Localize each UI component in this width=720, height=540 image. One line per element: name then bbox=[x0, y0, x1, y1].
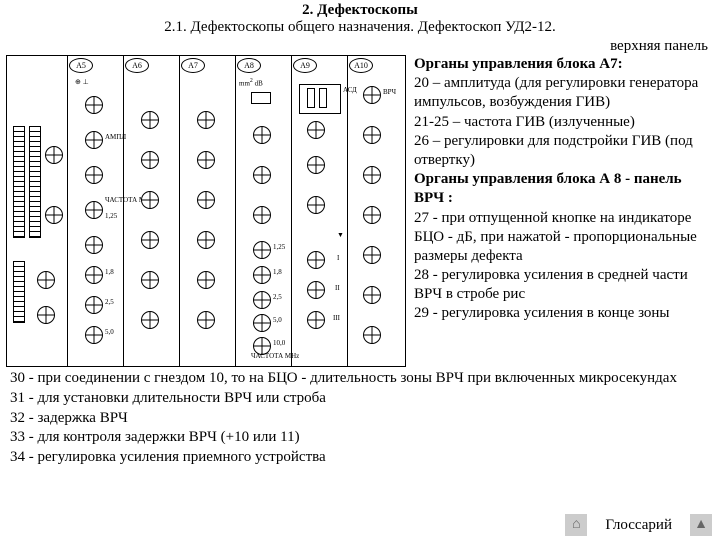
col-a5: А5 bbox=[69, 58, 93, 73]
l31: 31 - для установки длительности ВРЧ или … bbox=[10, 389, 710, 409]
v50b: 5,0 bbox=[273, 316, 282, 324]
side-l3: 26 – регулировки для подстройки ГИВ (под… bbox=[414, 132, 714, 170]
leg-III: III bbox=[333, 314, 340, 322]
ampl-label: АМПЛ bbox=[105, 133, 126, 141]
v25b: 2,5 bbox=[273, 293, 282, 301]
top-panel-label: верхняя панель bbox=[0, 38, 720, 55]
l30: 30 - при соединении с гнездом 10, то на … bbox=[10, 369, 710, 389]
vrch-label: ВРЧ bbox=[383, 88, 396, 96]
section-subtitle: 2.1. Дефектоскопы общего назначения. Деф… bbox=[0, 19, 720, 38]
l32: 32 - задержка ВРЧ bbox=[10, 409, 710, 429]
section-title: 2. Дефектоскопы bbox=[0, 0, 720, 19]
glossary-link[interactable]: Глоссарий bbox=[605, 517, 672, 534]
mm-label: mm bbox=[239, 79, 250, 87]
l34: 34 - регулировка усиления приемного устр… bbox=[10, 448, 710, 468]
leg-II: II bbox=[335, 284, 340, 292]
side-l6: 29 - регулировка усиления в конце зоны bbox=[414, 304, 714, 323]
v25: 2,5 bbox=[105, 298, 114, 306]
col-a6: А6 bbox=[125, 58, 149, 73]
col-a7: А7 bbox=[181, 58, 205, 73]
col-a9: А9 bbox=[293, 58, 317, 73]
up-icon[interactable]: ▲ bbox=[690, 514, 712, 536]
v100: 10,0 bbox=[273, 339, 285, 347]
side-h1: Органы управления блока А7: bbox=[414, 56, 623, 72]
leg-I: I bbox=[337, 254, 339, 262]
below-text: 30 - при соединении с гнездом 10, то на … bbox=[0, 367, 720, 468]
device-diagram: А5 А6 А7 А8 А9 А10 ⊕ ⊥ АМПЛ ЧАСТОТА МНz … bbox=[6, 55, 406, 367]
col-a8: А8 bbox=[237, 58, 261, 73]
home-icon[interactable]: ⌂ bbox=[565, 514, 587, 536]
side-l5: 28 - регулировка усиления в средней част… bbox=[414, 266, 714, 304]
v18: 1,8 bbox=[105, 268, 114, 276]
db-label: dB bbox=[255, 79, 263, 87]
freq2: ЧАСТОТА МНz bbox=[251, 352, 299, 360]
side-l2: 21-25 – частота ГИВ (излученные) bbox=[414, 113, 714, 132]
v18b: 1,8 bbox=[273, 268, 282, 276]
asd-label: АСД bbox=[343, 86, 357, 94]
l33: 33 - для контроля задержки ВРЧ (+10 или … bbox=[10, 428, 710, 448]
side-l4: 27 - при отпущенной кнопке на индикаторе… bbox=[414, 209, 714, 267]
col-a10: А10 bbox=[349, 58, 373, 73]
side-text: Органы управления блока А7: 20 – амплиту… bbox=[414, 55, 714, 367]
side-l1: 20 – амплитуда (для регулировки генерато… bbox=[414, 74, 714, 112]
side-h2: Органы управления блока А 8 - панель ВРЧ… bbox=[414, 171, 682, 206]
v125: 1,25 bbox=[273, 243, 285, 251]
freq-val: 1,25 bbox=[105, 212, 117, 220]
v50: 5,0 bbox=[105, 328, 114, 336]
